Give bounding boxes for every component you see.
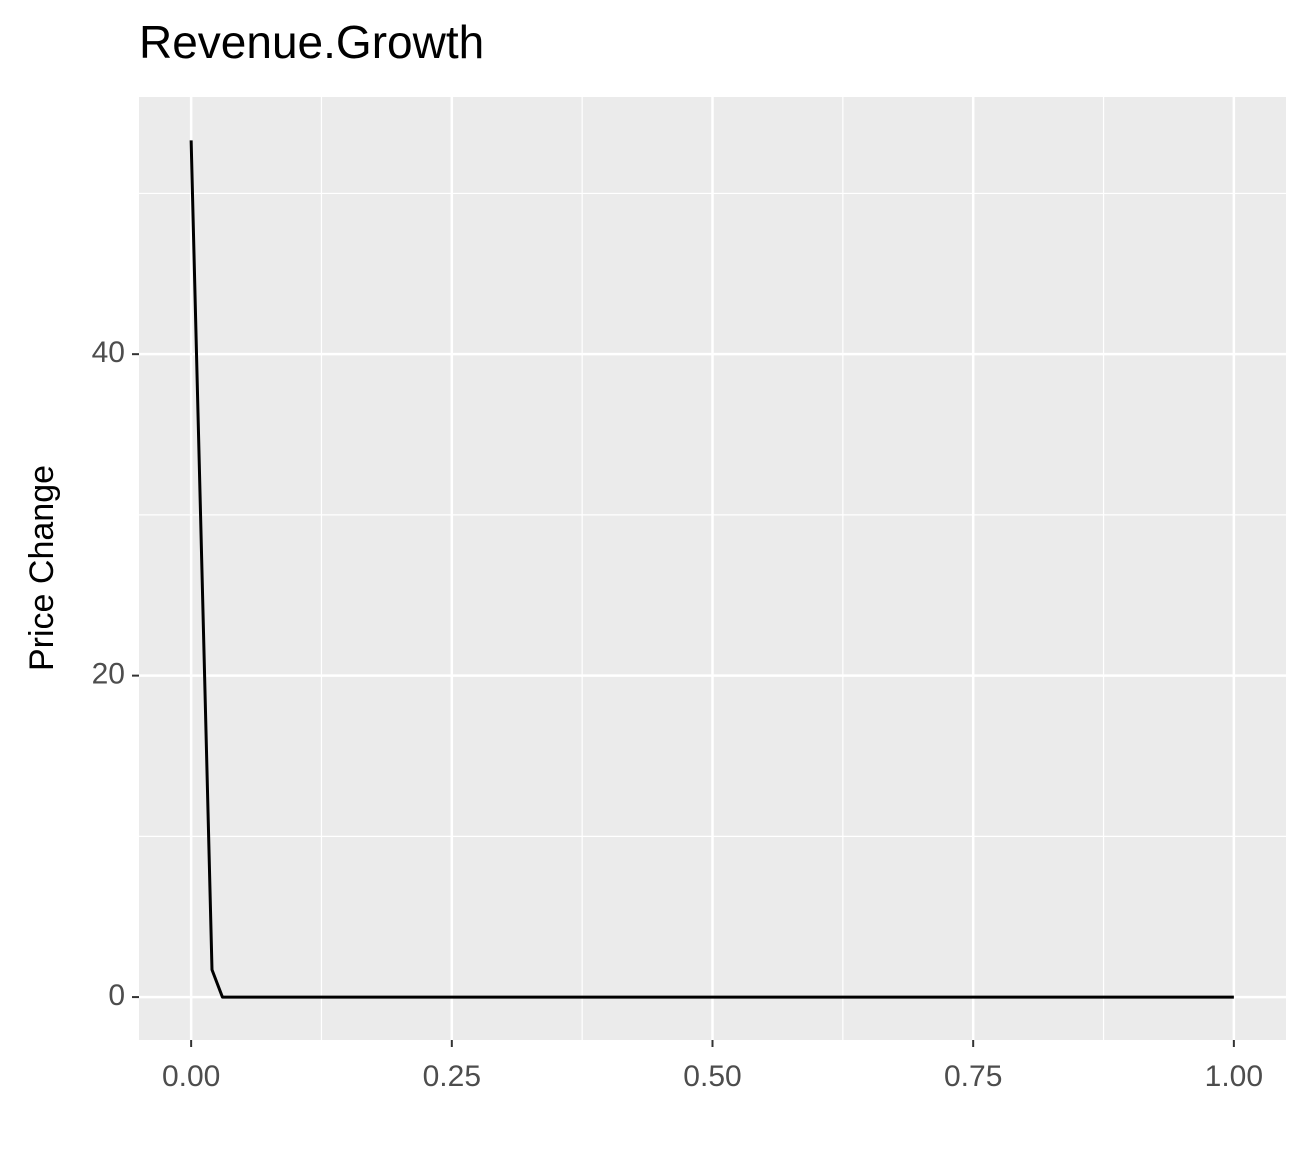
- x-tick-label: 0.75: [944, 1060, 1002, 1093]
- y-tick-label: 20: [92, 658, 125, 691]
- x-tick-label: 0.25: [423, 1060, 481, 1093]
- x-tick-label: 0.00: [162, 1060, 220, 1093]
- x-tick-label: 0.50: [683, 1060, 741, 1093]
- y-tick-label: 0: [108, 979, 125, 1012]
- y-tick-label: 40: [92, 336, 125, 369]
- chart-title: Revenue.Growth: [139, 16, 484, 68]
- y-axis-label: Price Change: [23, 465, 61, 671]
- x-tick-label: 1.00: [1205, 1060, 1263, 1093]
- line: [189, 140, 1234, 999]
